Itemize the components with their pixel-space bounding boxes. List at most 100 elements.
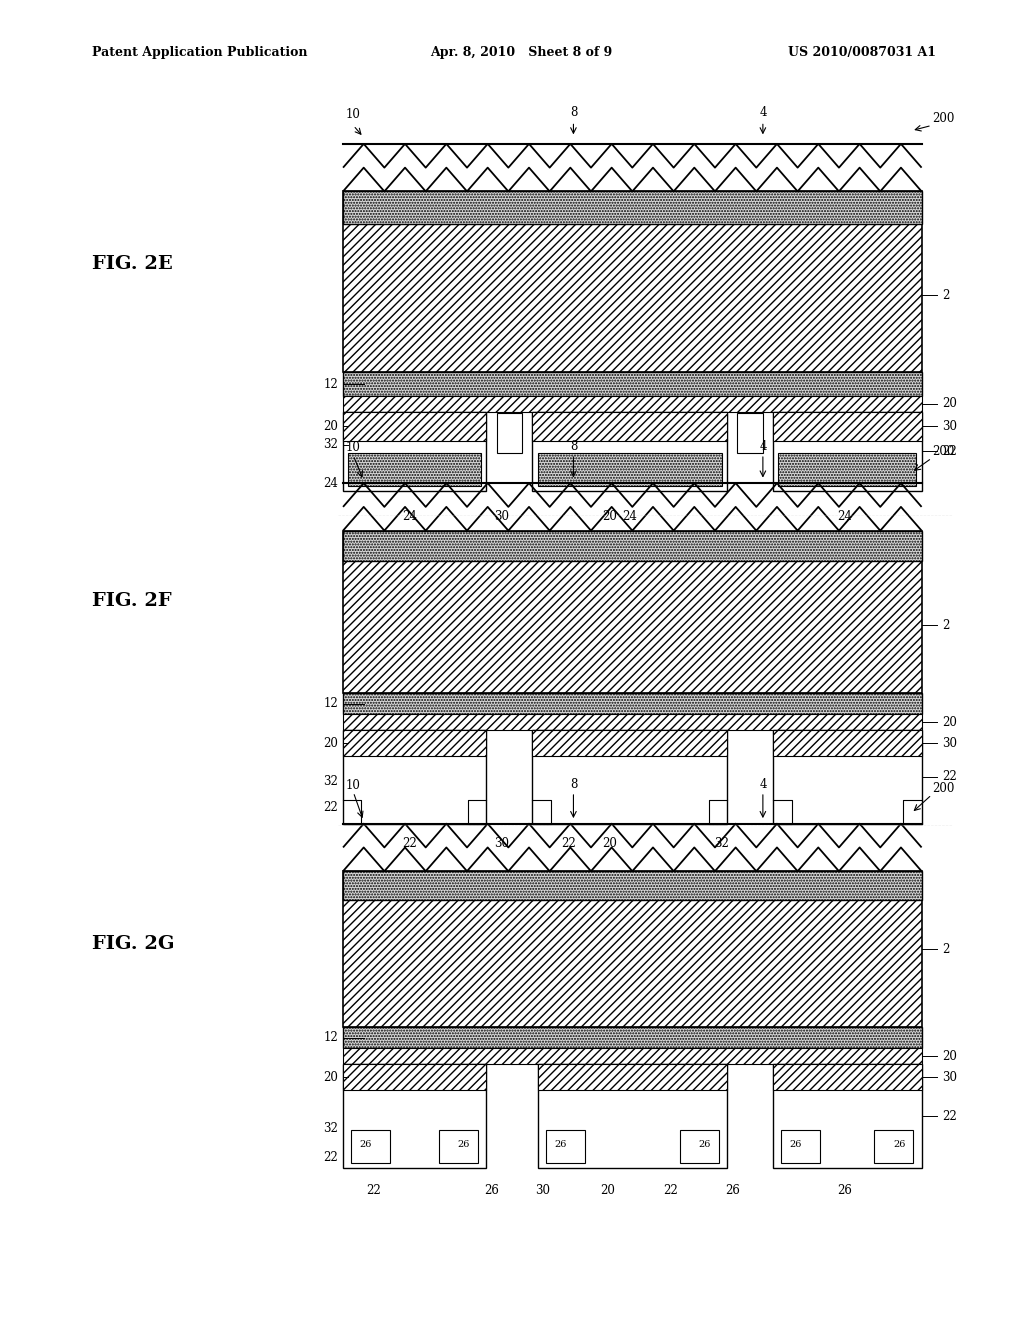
Text: 20: 20	[323, 1071, 338, 1084]
Text: 30: 30	[942, 420, 957, 433]
Bar	[532, 730, 727, 756]
Text: 32: 32	[323, 1122, 338, 1135]
Text: 22: 22	[942, 1110, 956, 1122]
Bar	[343, 871, 922, 1027]
Bar	[781, 1130, 820, 1163]
Bar	[343, 396, 922, 412]
Bar	[343, 693, 922, 714]
Text: 30: 30	[495, 510, 509, 523]
Text: 24: 24	[402, 510, 417, 523]
Bar	[348, 453, 481, 486]
Bar	[680, 1130, 719, 1163]
Bar	[778, 453, 916, 486]
Text: 22: 22	[402, 837, 417, 850]
Bar	[343, 412, 486, 441]
Text: 26: 26	[725, 1184, 739, 1197]
Text: FIG. 2F: FIG. 2F	[92, 591, 172, 610]
Text: 4: 4	[759, 777, 767, 791]
Text: 2: 2	[942, 942, 949, 956]
Text: 20: 20	[323, 420, 338, 433]
Text: 26: 26	[893, 1140, 905, 1148]
Text: 200: 200	[932, 781, 954, 795]
Text: 4: 4	[759, 106, 767, 119]
Bar	[532, 412, 727, 491]
Text: 4: 4	[759, 440, 767, 453]
Text: 22: 22	[942, 771, 956, 783]
Text: 30: 30	[495, 837, 509, 850]
Text: 8: 8	[569, 440, 578, 453]
Text: Apr. 8, 2010   Sheet 8 of 9: Apr. 8, 2010 Sheet 8 of 9	[430, 46, 612, 59]
Text: 12: 12	[324, 1031, 338, 1044]
Bar	[737, 413, 763, 453]
Text: 10: 10	[346, 441, 360, 454]
Bar	[343, 1064, 486, 1090]
Bar	[343, 531, 922, 693]
Bar	[773, 1064, 922, 1168]
Bar	[343, 531, 922, 561]
Text: 22: 22	[324, 801, 338, 814]
Bar	[343, 1064, 486, 1168]
Text: 12: 12	[324, 378, 338, 391]
Text: 20: 20	[942, 397, 957, 411]
Text: 20: 20	[942, 1049, 957, 1063]
Bar	[343, 1048, 922, 1064]
Text: 32: 32	[323, 775, 338, 788]
Text: 30: 30	[942, 1071, 957, 1084]
Text: 2: 2	[942, 289, 949, 301]
Text: 24: 24	[323, 477, 338, 490]
Bar	[343, 191, 922, 224]
Text: 200: 200	[932, 445, 954, 458]
Text: 24: 24	[838, 510, 852, 523]
Text: 26: 26	[458, 1140, 470, 1148]
Bar	[343, 730, 486, 824]
Text: 20: 20	[600, 1184, 614, 1197]
Text: FIG. 2G: FIG. 2G	[92, 935, 175, 953]
Bar	[343, 714, 922, 730]
Text: 10: 10	[346, 779, 360, 792]
Text: FIG. 2E: FIG. 2E	[92, 255, 173, 273]
Text: 22: 22	[561, 837, 575, 850]
Bar	[343, 730, 486, 756]
Text: 26: 26	[554, 1140, 566, 1148]
Text: 30: 30	[942, 737, 957, 750]
Text: 200: 200	[932, 112, 954, 125]
Text: 26: 26	[698, 1140, 711, 1148]
Text: 20: 20	[942, 715, 957, 729]
Text: 22: 22	[324, 1151, 338, 1164]
Text: 26: 26	[359, 1140, 372, 1148]
Bar	[874, 1130, 913, 1163]
Bar	[343, 412, 486, 491]
Bar	[773, 412, 922, 491]
Text: 12: 12	[324, 697, 338, 710]
Text: 20: 20	[323, 737, 338, 750]
Text: 26: 26	[484, 1184, 499, 1197]
Text: Patent Application Publication: Patent Application Publication	[92, 46, 307, 59]
Text: 22: 22	[942, 445, 956, 458]
Text: 30: 30	[536, 1184, 550, 1197]
Text: 22: 22	[664, 1184, 678, 1197]
Bar	[343, 871, 922, 900]
Text: 32: 32	[323, 438, 338, 451]
Bar	[532, 412, 727, 441]
Text: 26: 26	[838, 1184, 852, 1197]
Bar	[773, 730, 922, 824]
Text: 8: 8	[569, 106, 578, 119]
Bar	[343, 372, 922, 396]
Bar	[532, 730, 727, 824]
Text: 2: 2	[942, 619, 949, 631]
Bar	[343, 191, 922, 372]
Bar	[439, 1130, 478, 1163]
Text: 32: 32	[715, 837, 729, 850]
Bar	[343, 1027, 922, 1048]
Bar	[351, 1130, 390, 1163]
Text: 26: 26	[790, 1140, 802, 1148]
Bar	[538, 453, 722, 486]
Text: 22: 22	[367, 1184, 381, 1197]
Text: 10: 10	[346, 108, 360, 121]
Text: 8: 8	[569, 777, 578, 791]
Bar	[773, 1064, 922, 1090]
Text: 20: 20	[602, 837, 616, 850]
Bar	[773, 412, 922, 441]
Text: 24: 24	[623, 510, 637, 523]
Bar	[538, 1064, 727, 1168]
